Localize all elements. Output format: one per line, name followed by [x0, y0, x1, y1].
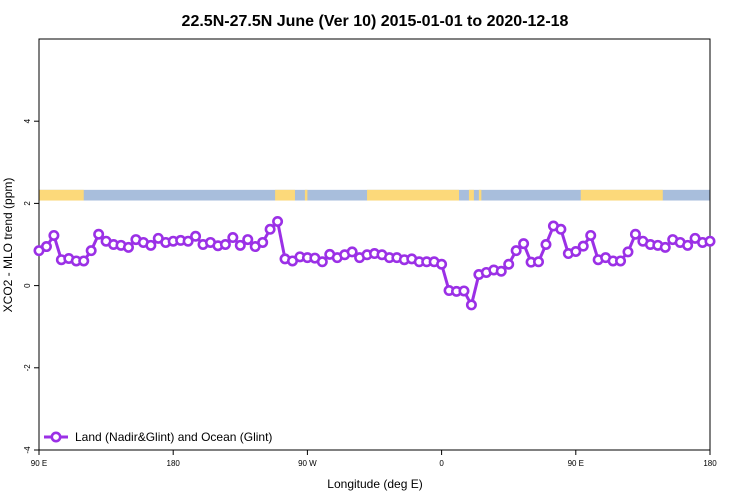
land-segment-2: [304, 189, 308, 201]
y-tick-label: -4: [23, 446, 32, 454]
data-point: [190, 230, 202, 242]
x-tick-label: 90 W: [298, 459, 317, 468]
land-segment-5: [478, 189, 482, 201]
data-point: [242, 234, 254, 246]
data-point: [585, 229, 597, 241]
data-point: [629, 228, 641, 240]
legend: Land (Nadir&Glint) and Ocean (Glint): [44, 430, 272, 444]
data-point: [182, 235, 194, 247]
data-point: [122, 241, 134, 253]
data-point: [682, 239, 694, 251]
y-tick-label: 2: [23, 201, 32, 206]
data-point: [219, 239, 231, 251]
x-tick-label: 0: [439, 459, 444, 468]
data-point: [436, 258, 448, 270]
y-tick-label: -2: [23, 364, 32, 372]
data-point: [93, 228, 105, 240]
x-tick-label: 90 E: [31, 459, 47, 468]
land-segment-1: [275, 189, 295, 201]
data-point: [264, 223, 276, 235]
y-axis: -4 -2 0 2 4: [23, 118, 39, 454]
legend-entry-label: Land (Nadir&Glint) and Ocean (Glint): [75, 430, 272, 444]
data-point: [495, 265, 507, 277]
x-axis-label: Longitude (deg E): [327, 477, 422, 491]
data-point: [346, 246, 358, 258]
data-point: [510, 245, 522, 257]
land-ocean-band: [39, 189, 710, 201]
data-point: [570, 245, 582, 257]
chart-title: 22.5N-27.5N June (Ver 10) 2015-01-01 to …: [182, 13, 569, 30]
data-point: [518, 238, 530, 250]
data-point: [227, 232, 239, 244]
data-point: [577, 240, 589, 252]
data-point: [272, 215, 284, 227]
x-tick-label: 180: [703, 459, 717, 468]
data-point: [257, 236, 269, 248]
legend-marker-swatch: [50, 431, 62, 443]
data-point: [533, 256, 545, 268]
x-tick-label: 180: [167, 459, 181, 468]
data-point: [540, 239, 552, 251]
land-segment-0: [39, 189, 84, 201]
data-point: [704, 235, 716, 247]
data-point: [85, 245, 97, 257]
land-segment-6: [580, 189, 663, 201]
y-axis-label: XCO2 - MLO trend (ppm): [1, 178, 15, 313]
land-segment-4: [468, 189, 474, 201]
y-tick-label: 0: [23, 283, 32, 288]
data-point: [48, 229, 60, 241]
x-axis: 90 E 180 90 W 0 90 E 180: [31, 450, 717, 468]
data-point: [458, 285, 470, 297]
y-tick-label: 4: [23, 118, 32, 123]
data-point: [622, 246, 634, 258]
data-point: [316, 256, 328, 268]
data-point: [555, 223, 567, 235]
data-point: [503, 258, 515, 270]
data-point: [659, 241, 671, 253]
data-point: [465, 299, 477, 311]
data-point: [615, 255, 627, 267]
data-point: [78, 255, 90, 267]
data-point: [40, 241, 52, 253]
series-layer: [33, 215, 716, 311]
x-tick-label: 90 E: [568, 459, 584, 468]
land-segment-3: [367, 189, 459, 201]
data-point: [234, 239, 246, 251]
data-point: [145, 239, 157, 251]
